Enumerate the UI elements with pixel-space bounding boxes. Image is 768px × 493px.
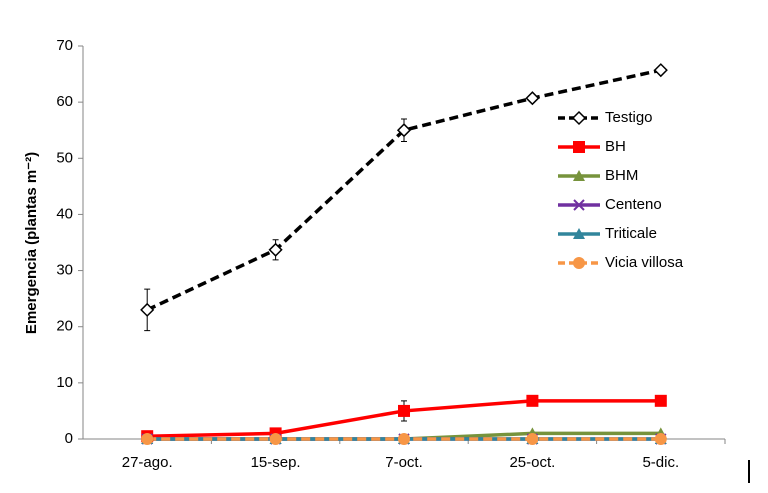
data-point bbox=[398, 433, 410, 445]
y-tick-label: 70 bbox=[56, 37, 73, 54]
data-point bbox=[653, 63, 668, 78]
legend-marker bbox=[573, 257, 585, 269]
y-axis-label: Emergencia (plantas m⁻²) bbox=[23, 152, 40, 334]
legend-marker bbox=[571, 110, 587, 126]
legend-marker bbox=[573, 141, 585, 153]
x-tick-label: 5-dic. bbox=[642, 454, 679, 471]
legend-marker bbox=[573, 228, 585, 239]
legend-label: BHM bbox=[605, 167, 638, 184]
legend-marker bbox=[573, 199, 585, 211]
data-point bbox=[140, 302, 155, 317]
data-point bbox=[268, 242, 283, 257]
y-tick-label: 0 bbox=[65, 430, 73, 447]
y-tick-label: 30 bbox=[56, 262, 73, 279]
x-tick-label: 7-oct. bbox=[385, 454, 423, 471]
data-point bbox=[398, 404, 410, 417]
legend-label: Vicia villosa bbox=[605, 254, 684, 271]
y-tick-label: 40 bbox=[56, 205, 73, 222]
data-point bbox=[654, 394, 667, 407]
y-tick-label: 10 bbox=[56, 374, 73, 391]
y-tick-label: 60 bbox=[56, 93, 73, 110]
data-point bbox=[525, 91, 540, 106]
legend-marker bbox=[573, 170, 585, 181]
legend-label: Triticale bbox=[605, 225, 657, 242]
legend-label: Centeno bbox=[605, 196, 662, 213]
y-tick-label: 50 bbox=[56, 149, 73, 166]
x-tick-label: 25-oct. bbox=[509, 454, 555, 471]
x-tick-label: 15-sep. bbox=[251, 454, 301, 471]
data-point bbox=[396, 123, 412, 138]
y-tick-label: 20 bbox=[56, 318, 73, 335]
data-point bbox=[526, 394, 539, 407]
data-point bbox=[269, 433, 282, 445]
legend-label: BH bbox=[605, 138, 626, 155]
series-line bbox=[146, 68, 662, 312]
data-point bbox=[141, 433, 154, 445]
data-point bbox=[654, 433, 667, 445]
data-point bbox=[526, 433, 539, 445]
x-tick-label: 27-ago. bbox=[122, 454, 173, 471]
legend-label: Testigo bbox=[605, 109, 653, 126]
